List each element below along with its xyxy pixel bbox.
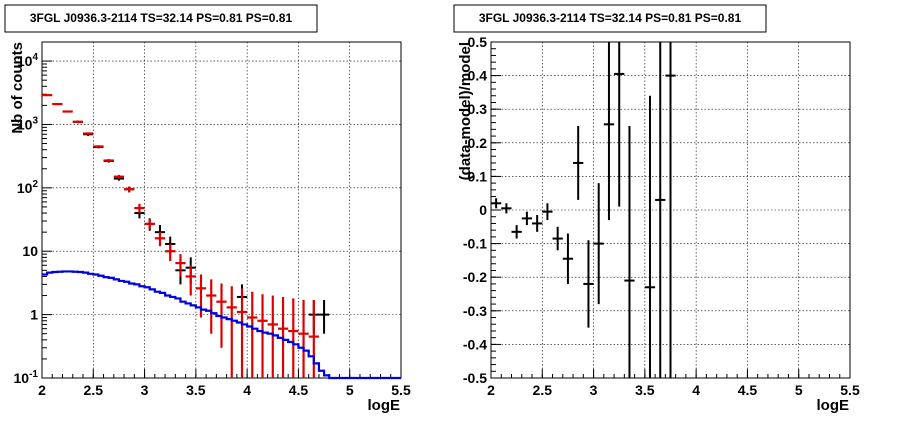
counts-panel: 3FGL J0936.3-2114 TS=32.14 PS=0.81 PS=0.… [4,4,411,414]
data-point [185,265,196,296]
x-tick-label: 3.5 [635,382,655,398]
data-point [83,132,94,135]
data-point [593,183,604,305]
data-point [267,295,278,378]
data-point [603,42,615,221]
data-point [491,198,502,209]
y-tick-label: -0.2 [463,269,487,285]
y-tick-label: -0.1 [463,236,487,252]
counts-xlabel: logE [368,397,401,414]
data-point [532,215,543,232]
y-tick-label: 0.5 [468,34,488,50]
data-point [318,300,330,334]
data-point [226,286,237,378]
data-point [562,233,574,284]
data-point [552,226,563,251]
x-tick-label: 2.5 [533,382,553,398]
residual-ticks: 2 2.5 3 3.5 4 4.5 5 5.5 -0.5 -0.4 -0.3 -0.2 -0.1 0 0.1… [463,34,860,398]
counts-ylabel: Nb of counts [9,42,26,134]
x-tick-label: 4.5 [289,382,309,398]
data-point [165,244,176,262]
residual-title-box [453,4,767,33]
y-tick-label: -0.5 [463,370,487,386]
x-tick-label: 5.5 [391,382,411,398]
residual-panel: 3FGL J0936.3-2114 TS=32.14 PS=0.81 PS=0.… [453,4,860,414]
data-point [236,288,248,378]
data-point [103,159,114,163]
residual-title: 3FGL J0936.3-2114 TS=32.14 PS=0.81 PS=0.… [479,11,742,25]
y-tick-label: 0.1 [468,168,488,184]
y-tick-label: -0.4 [463,336,487,352]
data-point [298,300,309,378]
y-tick-label: 0.3 [468,101,488,117]
data-point [144,219,155,230]
y-tick-label: 103 [17,115,39,132]
y-tick-label: 102 [17,179,39,196]
data-point [134,203,145,214]
x-tick-label: 3.5 [186,382,206,398]
data-point [113,174,125,179]
data-point [624,126,635,378]
y-tick-label: 104 [17,52,39,69]
x-tick-label: 4.5 [738,382,758,398]
data-point [206,279,217,334]
y-tick-label: 0 [479,202,487,218]
residual-series [491,42,676,378]
counts-title: 3FGL J0936.3-2114 TS=32.14 PS=0.81 PS=0.… [30,11,293,25]
x-tick-label: 3 [141,382,149,398]
data-point [665,42,676,378]
x-tick-label: 5 [346,382,354,398]
data-point [257,294,268,378]
model-step-line [42,270,401,380]
y-tick-label: 1 [30,307,38,323]
residual-ylabel: (data-model)/model [457,42,474,180]
counts-grid [42,42,401,378]
x-tick-label: 5.5 [840,382,860,398]
data-point [124,186,135,193]
data-point [644,95,656,378]
y-tick-label: -0.3 [463,303,487,319]
y-tick-label: 0.4 [468,68,488,84]
x-tick-label: 3 [590,382,598,398]
x-tick-label: 2.5 [84,382,104,398]
counts-title-box [4,4,318,33]
data-point [247,291,258,378]
x-tick-label: 2 [38,382,46,398]
data-point [542,203,553,221]
counts-series [42,94,401,380]
data-point [175,254,186,277]
data-point [308,300,319,378]
data-point [573,126,584,200]
x-tick-label: 4 [243,382,251,398]
residual-xlabel: logE [817,397,850,414]
x-tick-label: 2 [487,382,495,398]
data-point [511,225,522,239]
data-point [614,42,625,207]
x-tick-label: 4 [692,382,700,398]
y-tick-label: 10-1 [14,369,39,386]
data-point [62,110,73,113]
data-point [655,42,666,378]
y-tick-label: 0.2 [468,135,488,151]
data-point [154,232,166,247]
x-tick-label: 5 [795,382,803,398]
data-point [583,240,594,328]
data-point [52,102,63,106]
data-point [72,120,84,124]
data-point [288,298,299,378]
data-point [501,203,512,214]
data-point [42,94,53,97]
data-point [521,211,533,226]
y-tick-label: 10 [22,243,38,259]
data-point [93,145,104,148]
